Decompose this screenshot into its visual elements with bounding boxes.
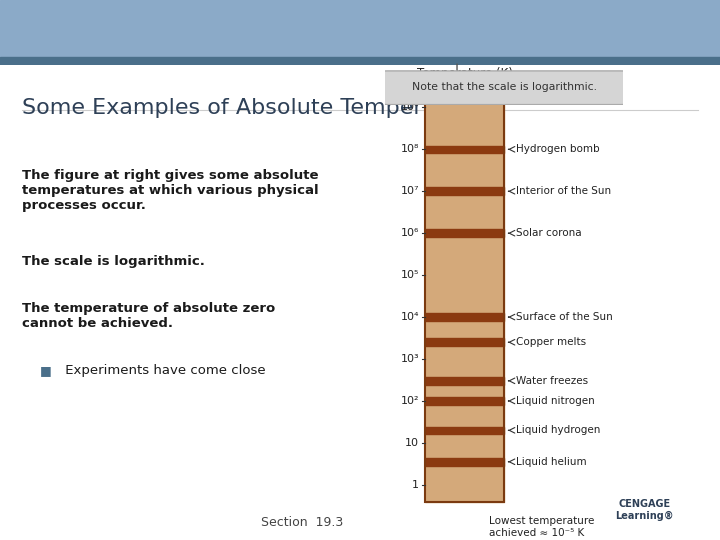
Text: Interior of the Sun: Interior of the Sun (516, 186, 611, 196)
Text: Hydrogen bomb: Hydrogen bomb (516, 144, 600, 154)
Text: CENGAGE
Learning®: CENGAGE Learning® (615, 500, 674, 521)
Text: 1: 1 (412, 480, 419, 490)
Text: 10⁸: 10⁸ (401, 144, 419, 154)
Text: The temperature of absolute zero
cannot be achieved.: The temperature of absolute zero cannot … (22, 302, 275, 330)
Bar (426, 458, 505, 465)
Text: Liquid helium: Liquid helium (516, 457, 587, 467)
Text: 10⁹: 10⁹ (400, 103, 419, 112)
Text: ■: ■ (40, 364, 51, 377)
Text: Water freezes: Water freezes (516, 376, 588, 386)
Text: Liquid hydrogen: Liquid hydrogen (516, 426, 600, 435)
Text: Solar corona: Solar corona (516, 228, 582, 238)
Text: Section  19.3: Section 19.3 (261, 516, 343, 529)
FancyBboxPatch shape (380, 71, 628, 105)
Text: Some Examples of Absolute Temperatures: Some Examples of Absolute Temperatures (22, 98, 492, 118)
Text: 10⁶: 10⁶ (401, 228, 419, 238)
Bar (426, 187, 505, 195)
Text: 10⁴: 10⁴ (400, 312, 419, 322)
Text: 10²: 10² (400, 396, 419, 406)
Text: The figure at right gives some absolute
temperatures at which various physical
p: The figure at right gives some absolute … (22, 170, 318, 212)
Text: 10³: 10³ (400, 354, 419, 364)
Text: Lowest temperature
achieved ≈ 10⁻⁵ K: Lowest temperature achieved ≈ 10⁻⁵ K (489, 516, 594, 538)
Bar (426, 397, 505, 405)
Bar (426, 86, 505, 502)
Bar (426, 427, 505, 434)
Text: Experiments have come close: Experiments have come close (61, 364, 266, 377)
Bar (426, 377, 505, 384)
Bar (426, 339, 505, 346)
Bar (426, 146, 505, 153)
Bar (0, 57, 720, 65)
Text: 10⁵: 10⁵ (401, 270, 419, 280)
Text: Note that the scale is logarithmic.: Note that the scale is logarithmic. (412, 82, 596, 92)
Text: Liquid nitrogen: Liquid nitrogen (516, 396, 595, 406)
Bar (426, 313, 505, 321)
Text: Surface of the Sun: Surface of the Sun (516, 312, 613, 322)
Text: 10: 10 (405, 438, 419, 448)
Text: Copper melts: Copper melts (516, 338, 586, 347)
Text: Temperature (K): Temperature (K) (417, 67, 513, 80)
Text: The scale is logarithmic.: The scale is logarithmic. (22, 255, 204, 268)
Bar (426, 230, 505, 237)
Text: 10⁷: 10⁷ (400, 186, 419, 196)
